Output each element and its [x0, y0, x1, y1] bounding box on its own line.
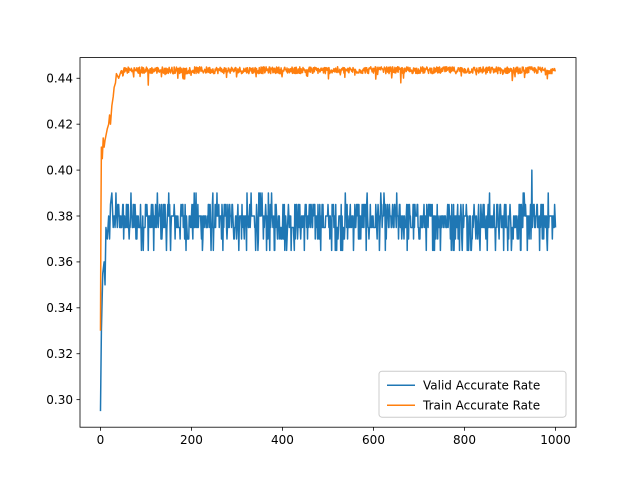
y-tick-label: 0.44 [46, 72, 73, 86]
x-tick-label: 400 [271, 433, 294, 447]
y-tick-label: 0.32 [46, 347, 73, 361]
x-tick-label: 800 [453, 433, 476, 447]
y-tick-label: 0.36 [46, 255, 73, 269]
series-line-valid-accurate-rate [99, 169, 557, 412]
axes-frame [79, 57, 577, 428]
y-tick-label: 0.30 [46, 393, 73, 407]
y-tick-label: 0.40 [46, 163, 73, 177]
plot-area [79, 57, 577, 428]
legend-label-valid-accurate-rate: Valid Accurate Rate [423, 379, 540, 393]
y-tick-label: 0.38 [46, 209, 73, 223]
x-tick-label: 200 [180, 433, 203, 447]
x-tick-label: 600 [362, 433, 385, 447]
legend: Valid Accurate Rate Train Accurate Rate [378, 370, 567, 418]
x-tick-label: 1000 [540, 433, 571, 447]
y-axis: 0.30 0.32 0.34 0.36 0.38 0.40 0.42 0.44 [46, 72, 80, 407]
y-tick-label: 0.42 [46, 117, 73, 131]
series-line-train-accurate-rate [99, 66, 557, 331]
legend-box [378, 370, 567, 418]
x-axis: 0 200 400 600 800 1000 [97, 427, 571, 447]
x-tick-label: 0 [97, 433, 105, 447]
legend-label-train-accurate-rate: Train Accurate Rate [422, 399, 540, 413]
y-tick-label: 0.34 [46, 301, 73, 315]
